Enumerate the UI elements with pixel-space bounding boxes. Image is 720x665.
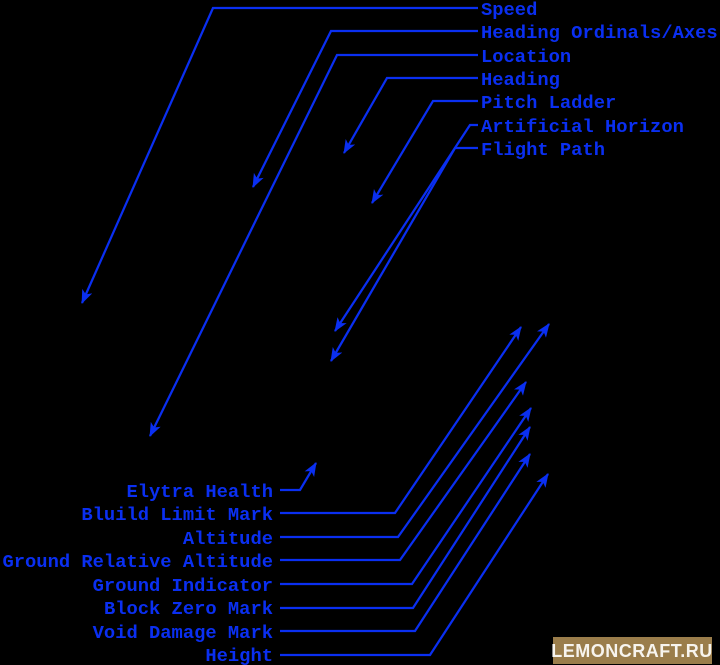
arrow-heading	[343, 76, 478, 154]
label-speed: Speed	[481, 0, 537, 21]
label-flight-path: Flight Path	[481, 139, 605, 161]
label-height: Height	[205, 645, 273, 665]
label-void-damage-mark: Void Damage Mark	[93, 622, 273, 644]
arrow-height	[280, 473, 549, 657]
label-location: Location	[481, 46, 571, 68]
arrow-location	[148, 53, 478, 437]
arrow-artificial-horizon	[334, 123, 478, 332]
arrow-elytra-health	[280, 462, 317, 492]
arrow-build-limit-mark	[280, 326, 522, 515]
arrow-pitch-ladder	[371, 99, 478, 204]
label-heading: Heading	[481, 69, 560, 91]
label-ground-indicator: Ground Indicator	[93, 575, 273, 597]
label-heading-ordinals-axes: Heading Ordinals/Axes	[481, 22, 718, 44]
label-artificial-horizon: Artificial Horizon	[481, 116, 684, 138]
arrow-block-zero-mark	[280, 426, 531, 610]
label-elytra-health: Elytra Health	[126, 481, 273, 503]
label-build-limit-mark: Bluild Limit Mark	[81, 504, 273, 526]
label-pitch-ladder: Pitch Ladder	[481, 92, 616, 114]
arrow-altitude	[280, 323, 550, 539]
label-ground-relative-altitude: Ground Relative Altitude	[3, 551, 274, 573]
arrow-heading-ordinals-axes	[251, 29, 478, 188]
arrow-ground-relative-altitude	[280, 381, 527, 562]
label-altitude: Altitude	[183, 528, 273, 550]
watermark-box	[553, 637, 712, 664]
arrow-flight-path	[330, 146, 478, 362]
label-block-zero-mark: Block Zero Mark	[104, 598, 273, 620]
arrow-void-damage-mark	[280, 453, 531, 633]
watermark-text: LEMONCRAFT.RU	[551, 641, 713, 661]
arrow-speed	[80, 6, 478, 304]
arrow-ground-indicator	[280, 407, 532, 586]
